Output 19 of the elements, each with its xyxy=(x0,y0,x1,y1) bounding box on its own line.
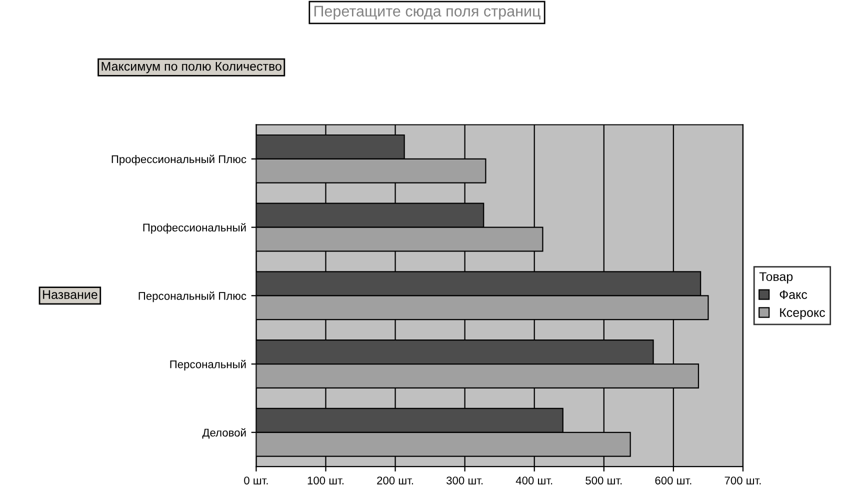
legend-label: Факс xyxy=(780,290,808,300)
x-tick-label: 600 шт. xyxy=(655,476,692,484)
x-tick-label: 300 шт. xyxy=(446,476,483,484)
legend-title: Товар xyxy=(759,272,793,284)
x-tick-label: 700 шт. xyxy=(724,476,761,484)
x-tick-label: 0 шт. xyxy=(244,476,268,484)
y-tick-label: Профессиональный Плюс xyxy=(112,154,246,166)
text: Максимум по полю Количество xyxy=(102,62,282,74)
chart-title: Перетащите сюда поля страниц xyxy=(314,6,540,20)
y-tick-label: Персональный xyxy=(170,360,246,370)
x-tick-label: 100 шт. xyxy=(308,476,344,484)
y-tick-label: Персональный Плюс xyxy=(138,292,246,302)
x-tick-label: 200 шт. xyxy=(377,476,414,484)
y-tick-label: Профессиональный xyxy=(143,223,246,234)
legend-label: Ксерокс xyxy=(780,308,826,320)
x-tick-label: 400 шт. xyxy=(516,476,552,484)
y-tick-label: Деловой xyxy=(202,428,246,439)
x-tick-label: 500 шт. xyxy=(586,476,622,484)
y-axis-title: Название xyxy=(43,290,98,300)
